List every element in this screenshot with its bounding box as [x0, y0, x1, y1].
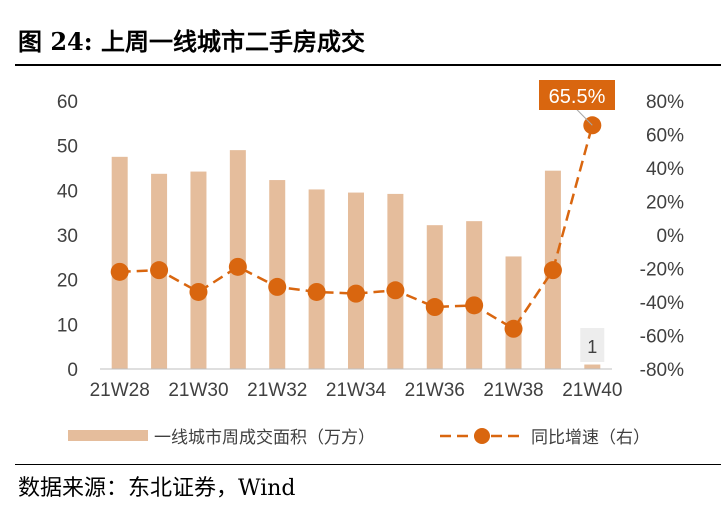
y-right-tick-label: 20% — [646, 193, 684, 214]
title-rule — [15, 64, 721, 66]
bar — [308, 189, 325, 369]
y-right-tick-label: -80% — [640, 360, 684, 381]
growth-point — [425, 298, 444, 317]
x-tick-label: 21W32 — [247, 380, 307, 401]
bar — [426, 225, 443, 369]
growth-point — [189, 282, 208, 301]
x-tick-label: 21W36 — [405, 380, 465, 401]
annotations: 65.5% 1 — [539, 80, 615, 362]
growth-point — [543, 261, 562, 280]
bar — [190, 171, 207, 369]
legend-label-line: 同比增速（右） — [531, 428, 650, 448]
growth-point — [386, 281, 405, 300]
legend-swatch-bar — [68, 430, 148, 441]
growth-point — [268, 277, 287, 296]
bar-data-label: 1 — [587, 337, 597, 357]
bar-label-box — [580, 328, 605, 362]
legend-marker-line — [474, 428, 490, 444]
y-left-tick-label: 10 — [57, 315, 78, 336]
axes: 0 10 20 30 40 50 60 -80% -60% -40% -20% 0% 20% 40% 60%… — [57, 92, 684, 401]
x-tick-label: 21W28 — [90, 380, 150, 401]
y-left-tick-label: 60 — [57, 92, 78, 113]
y-left-tick-label: 50 — [57, 137, 78, 158]
y-right-tick-label: -60% — [640, 327, 684, 348]
y-left-tick-label: 30 — [57, 226, 78, 247]
y-right-tick-label: -40% — [640, 293, 684, 314]
y-right-tick-label: -20% — [640, 260, 684, 281]
source-note: 数据来源：东北证券，Wind — [18, 476, 296, 501]
x-tick-label: 21W38 — [483, 380, 543, 401]
bar — [466, 221, 483, 369]
callout-box — [539, 80, 615, 110]
bar-series — [111, 150, 601, 369]
y-right-tick-label: 80% — [646, 92, 684, 113]
y-right-tick-label: 60% — [646, 126, 684, 147]
callout-leader — [575, 108, 593, 126]
growth-point — [228, 257, 247, 276]
growth-point — [347, 284, 365, 303]
bar — [269, 180, 286, 369]
x-tick-label: 21W34 — [326, 380, 387, 401]
legend: 一线城市周成交面积（万方） 同比增速（右） — [68, 428, 650, 448]
y-right-tick-label: 40% — [646, 159, 684, 180]
growth-point — [307, 282, 326, 301]
y-left-tick-label: 40 — [57, 181, 78, 202]
x-tick-label: 21W40 — [562, 380, 622, 401]
figure-title: 图 24: 上周一线城市二手房成交 — [18, 27, 365, 56]
growth-point — [465, 296, 484, 315]
y-left-tick-label: 20 — [57, 271, 78, 292]
bar — [348, 192, 364, 369]
line-series — [110, 116, 602, 338]
growth-point — [504, 319, 523, 338]
bar — [584, 364, 601, 369]
x-tick-label: 21W30 — [168, 380, 228, 401]
y-left-tick-label: 0 — [67, 360, 78, 381]
source-rule — [15, 464, 721, 465]
growth-point — [110, 262, 129, 281]
bar — [505, 256, 522, 369]
y-right-tick-label: 0% — [657, 226, 685, 247]
callout-label: 65.5% — [549, 86, 606, 108]
legend-label-bar: 一线城市周成交面积（万方） — [154, 428, 375, 448]
growth-point — [150, 261, 169, 280]
